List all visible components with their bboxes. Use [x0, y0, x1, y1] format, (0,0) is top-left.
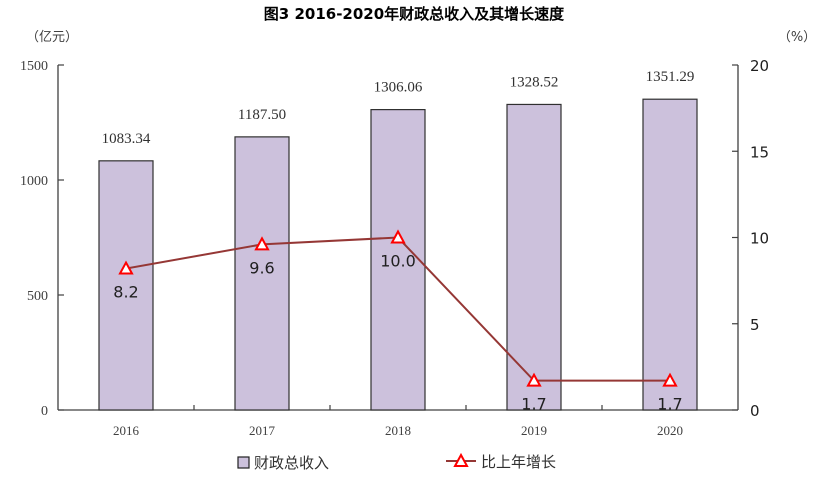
- line-value-label: 9.6: [249, 258, 274, 277]
- legend-bar-swatch-icon: [237, 456, 250, 469]
- right-axis-tick-label: 5: [750, 316, 760, 334]
- left-axis-tick-label: 1000: [20, 174, 48, 189]
- line-value-label: 1.7: [657, 395, 682, 414]
- triangle-marker-icon: [390, 229, 406, 244]
- x-axis-tick-label: 2018: [385, 423, 411, 438]
- bar-value-label: 1306.06: [374, 80, 423, 96]
- line-series: [118, 229, 678, 387]
- line-value-label: 8.2: [113, 283, 138, 302]
- legend-triangle-icon: [453, 452, 469, 467]
- right-axis-unit: （%）: [778, 30, 816, 45]
- bar-value-label: 1351.29: [646, 69, 695, 85]
- bar-value-label: 1187.50: [238, 107, 286, 123]
- bar-2017: [234, 136, 290, 411]
- x-axis-tick-label: 2017: [249, 423, 276, 438]
- triangle-marker-icon: [254, 236, 270, 251]
- legend-bar-label: 财政总收入: [254, 454, 329, 472]
- triangle-marker-icon: [118, 260, 134, 275]
- left-axis-unit: （亿元）: [26, 30, 78, 45]
- data-labels: 1083.34 1187.50 1306.06 1328.52 1351.29 8.2 9.…: [102, 69, 695, 413]
- bar-2016: [98, 160, 154, 411]
- bar-series: [98, 98, 698, 411]
- bar-value-label: 1328.52: [510, 74, 559, 90]
- right-axis-tick-label: 20: [750, 57, 769, 75]
- x-axis-tick-label: 2019: [521, 423, 547, 438]
- bar-2018: [370, 109, 426, 411]
- left-axis-tick-label: 1500: [20, 59, 48, 74]
- left-axis-tick-label: 500: [27, 289, 48, 304]
- left-axis-tick-label: 0: [41, 404, 48, 419]
- line-value-label: 10.0: [380, 252, 416, 271]
- right-axis-tick-label: 15: [750, 143, 769, 161]
- right-axis-tick-label: 0: [750, 402, 760, 420]
- line-value-label: 1.7: [521, 395, 546, 414]
- bar-2020: [642, 98, 698, 411]
- bar-value-label: 1083.34: [102, 131, 151, 147]
- triangle-marker-icon: [526, 372, 542, 387]
- triangle-marker-icon: [662, 372, 678, 387]
- right-axis-tick-label: 10: [750, 230, 769, 248]
- legend: 财政总收入 比上年增长: [237, 452, 556, 472]
- legend-line-label: 比上年增长: [481, 453, 556, 471]
- bar-2019: [506, 103, 562, 411]
- axes: 0 500 1000 1500 （亿元） 0 5 10 15 20 （%） 2016 2017 2018 2…: [20, 30, 816, 438]
- chart-title: 图3 2016-2020年财政总收入及其增长速度: [263, 5, 565, 23]
- x-axis-tick-label: 2016: [113, 423, 140, 438]
- x-axis-tick-label: 2020: [657, 423, 683, 438]
